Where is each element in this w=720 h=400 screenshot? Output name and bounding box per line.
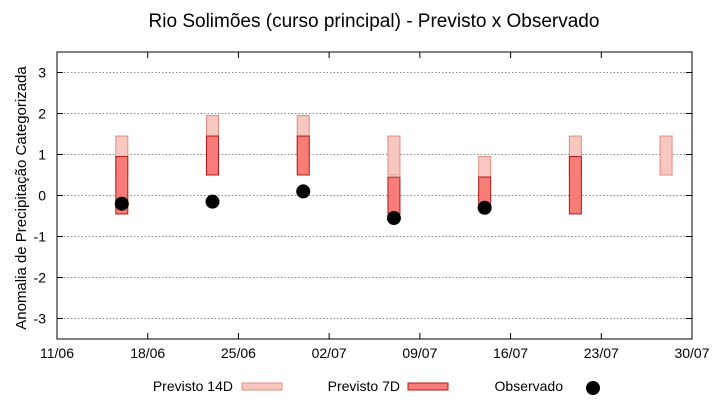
bar-previsto-7d: [206, 135, 220, 176]
y-tick-label: 1: [38, 147, 46, 163]
point-observado: [386, 211, 401, 226]
point-observado: [114, 196, 129, 211]
x-tick-label: 11/06: [40, 345, 74, 361]
legend: Previsto 14D Previsto 7D Observado: [153, 378, 600, 395]
y-tick-label: 3: [38, 65, 46, 81]
y-tick-label: -3: [34, 311, 47, 327]
legend-label-observado: Observado: [495, 378, 564, 394]
legend-swatch-previsto-14d: [241, 382, 283, 391]
x-tick-label: 30/07: [674, 345, 709, 361]
x-tick-label: 18/06: [130, 345, 165, 361]
bar-previsto-7d: [568, 156, 582, 215]
bar-previsto-14d: [659, 135, 673, 176]
x-tick-label: 02/07: [312, 345, 347, 361]
x-tick-label: 23/07: [584, 345, 619, 361]
x-tick-label: 09/07: [402, 345, 437, 361]
y-gridlines: [57, 72, 692, 319]
series-observado: [114, 184, 492, 226]
bar-previsto-14d: [387, 135, 401, 176]
bar-previsto-14d: [478, 156, 492, 178]
y-ticks: 3 2 1 0 -1 -2 -3: [34, 65, 692, 327]
x-tick-label: 16/07: [493, 345, 528, 361]
y-axis-label: Anomalia de Precipitação Categorizada: [13, 66, 30, 330]
y-tick-label: 2: [38, 106, 46, 122]
y-tick-label: -2: [34, 270, 47, 286]
x-ticks: 11/06 18/06 25/06 02/07 09/07 16/07 23/07 30/07: [40, 52, 710, 361]
series-previsto-14d: [115, 115, 673, 178]
bar-previsto-7d: [296, 135, 310, 176]
point-observado: [477, 200, 492, 215]
point-observado: [296, 184, 311, 199]
point-observado: [205, 194, 220, 209]
y-tick-label: -1: [34, 229, 47, 245]
legend-swatch-previsto-7d: [407, 382, 449, 391]
series-previsto-7d: [115, 135, 582, 215]
x-tick-label: 25/06: [221, 345, 256, 361]
chart-title: Rio Solimões (curso principal) - Previst…: [149, 11, 600, 32]
bar-previsto-7d: [387, 176, 401, 215]
y-tick-label: 0: [38, 188, 46, 204]
legend-marker-observado: [586, 381, 600, 395]
legend-label-previsto-14d: Previsto 14D: [153, 378, 233, 394]
legend-label-previsto-7d: Previsto 7D: [328, 378, 400, 394]
